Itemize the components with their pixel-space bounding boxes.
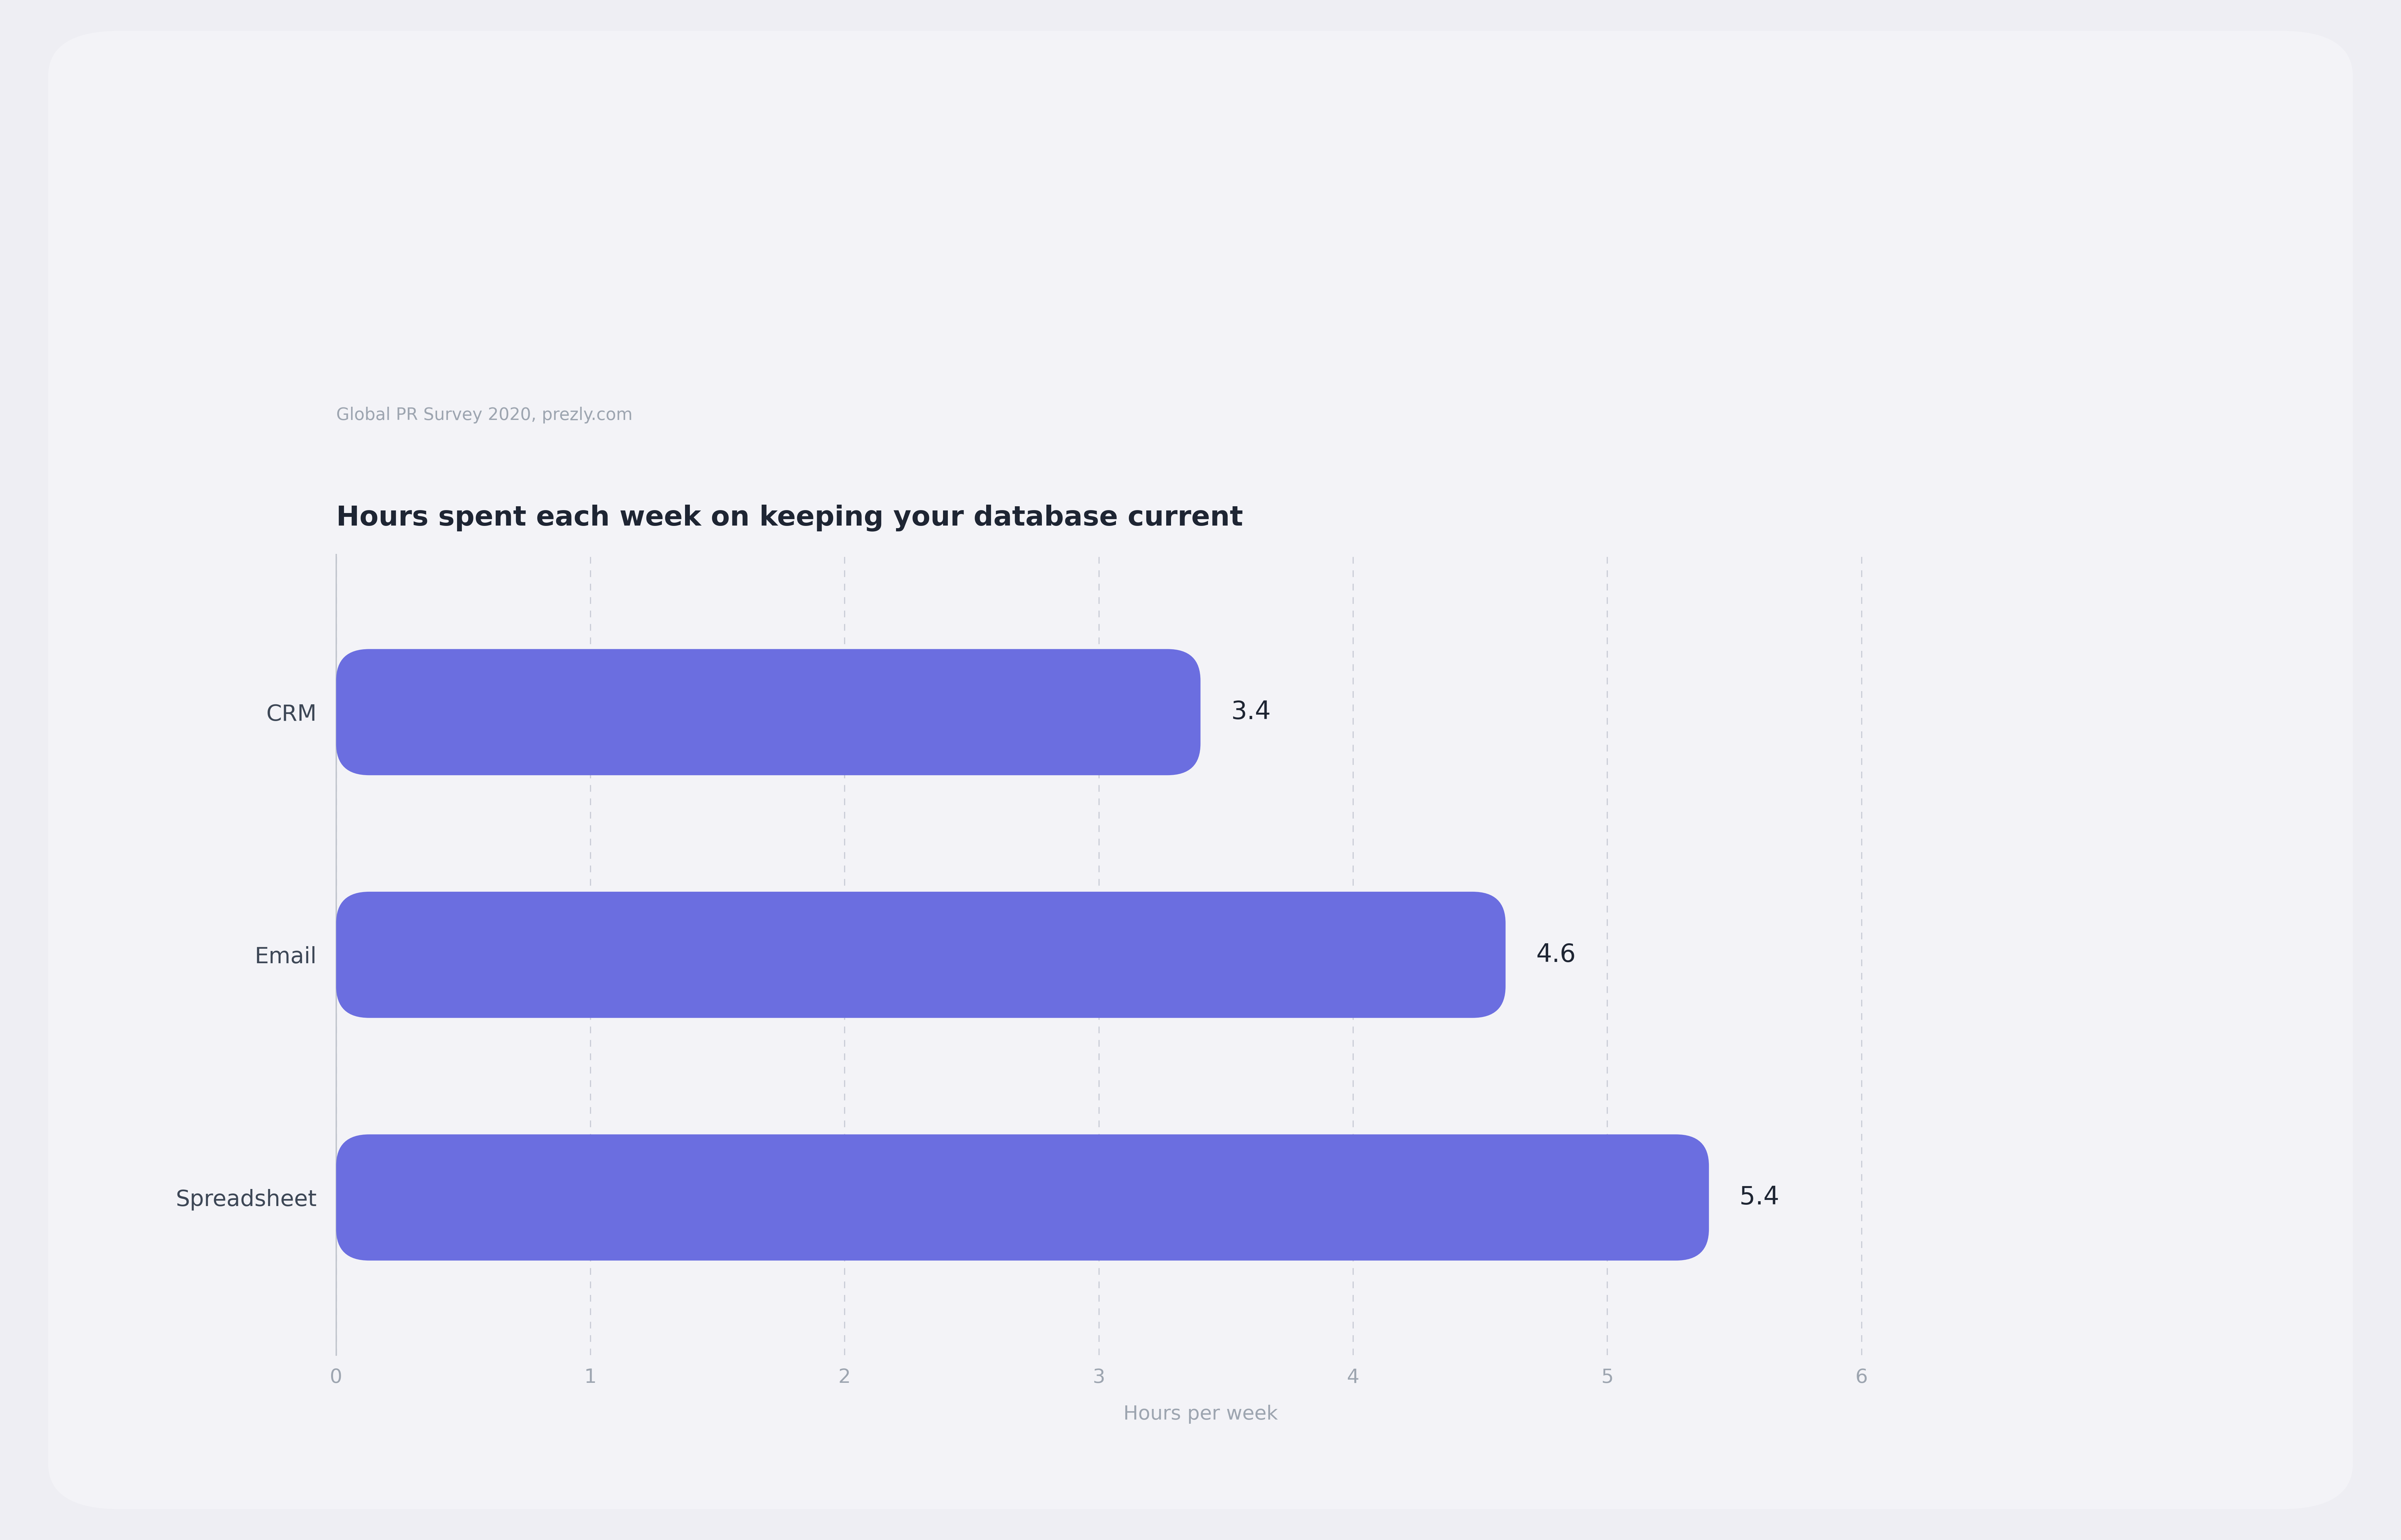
FancyBboxPatch shape bbox=[336, 1135, 1710, 1261]
Text: Hours spent each week on keeping your database current: Hours spent each week on keeping your da… bbox=[336, 505, 1244, 531]
Text: 5.4: 5.4 bbox=[1738, 1186, 1779, 1210]
FancyBboxPatch shape bbox=[336, 892, 1505, 1018]
Text: 3.4: 3.4 bbox=[1232, 699, 1270, 724]
Text: Global PR Survey 2020, prezly.com: Global PR Survey 2020, prezly.com bbox=[336, 407, 631, 424]
Text: 4.6: 4.6 bbox=[1537, 942, 1575, 967]
FancyBboxPatch shape bbox=[336, 648, 1200, 775]
X-axis label: Hours per week: Hours per week bbox=[1124, 1404, 1277, 1425]
